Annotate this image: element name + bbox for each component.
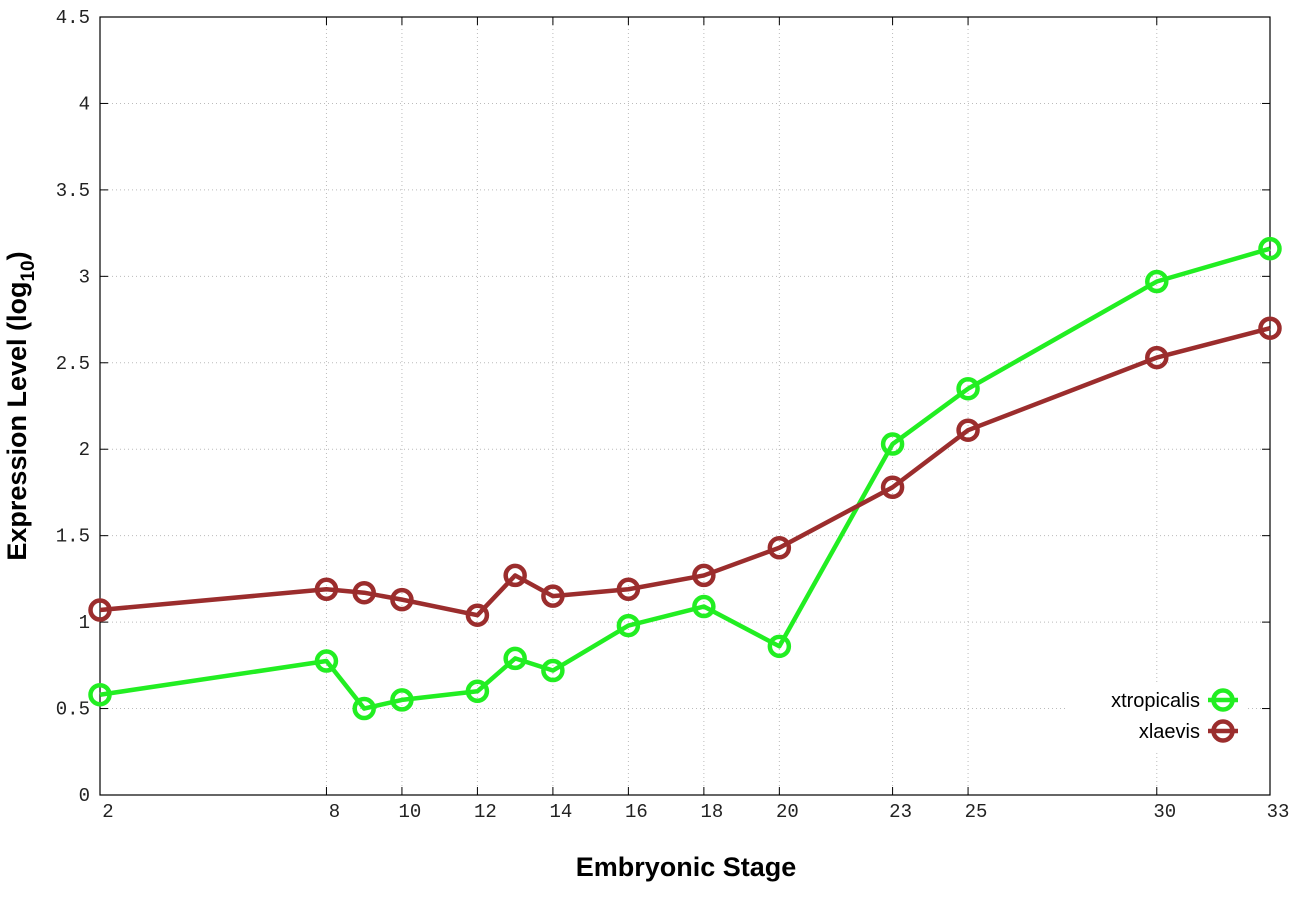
x-tick-label: 30	[1153, 801, 1176, 823]
y-axis-label-sub: 10	[18, 260, 39, 281]
y-tick-label: 1.5	[56, 526, 90, 548]
x-tick-label: 23	[889, 801, 912, 823]
point-marker	[541, 584, 565, 608]
legend-label: xtropicalis	[1111, 690, 1200, 712]
point-marker	[314, 577, 339, 602]
point-marker	[956, 376, 980, 401]
point-marker	[390, 587, 414, 612]
x-tick-label: 8	[329, 801, 340, 823]
x-tick-label: 20	[776, 801, 799, 823]
legend: xtropicalis xlaevis	[1067, 682, 1245, 750]
x-tick-label: 25	[965, 801, 988, 823]
point-marker	[541, 658, 565, 683]
x-axis-label: Embryonic Stage	[576, 852, 797, 882]
y-axis-label-main: Expression Level (log	[2, 282, 32, 561]
point-marker	[314, 649, 339, 673]
legend-swatch-marker	[1211, 688, 1235, 712]
y-tick-label: 0.5	[56, 699, 90, 721]
point-marker	[352, 580, 376, 605]
point-marker	[616, 613, 641, 638]
x-tick-label: 33	[1267, 801, 1290, 823]
x-tick-label: 10	[399, 801, 422, 823]
point-marker	[465, 679, 490, 704]
point-marker	[390, 688, 414, 712]
point-marker	[956, 418, 980, 442]
point-marker	[880, 432, 905, 456]
point-marker	[88, 598, 112, 622]
y-tick-label: 1	[79, 612, 90, 634]
x-tick-label: 14	[549, 801, 572, 823]
y-tick-label: 4	[79, 93, 90, 115]
point-marker	[503, 563, 527, 588]
point-marker	[1145, 345, 1169, 370]
x-tick-label: 18	[700, 801, 723, 823]
x-tick-label: 2	[102, 801, 113, 823]
y-axis-label: Expression Level (log10)	[2, 251, 39, 560]
y-tick-label: 2.5	[56, 353, 90, 375]
point-marker	[1258, 316, 1282, 340]
x-tick-label: 16	[625, 801, 648, 823]
point-marker	[1258, 236, 1282, 261]
legend-label: xlaevis	[1139, 721, 1200, 743]
x-tick-label: 12	[474, 801, 497, 823]
point-marker	[692, 563, 716, 588]
series-line	[99, 326, 1271, 618]
point-marker	[1145, 269, 1169, 294]
point-marker	[880, 475, 905, 500]
point-marker	[616, 577, 641, 602]
y-tick-label: 4.5	[56, 7, 90, 29]
point-marker	[767, 536, 792, 560]
y-tick-label: 2	[79, 439, 90, 461]
point-marker	[88, 682, 112, 707]
point-marker	[767, 634, 792, 659]
y-tick-label: 0	[79, 785, 90, 807]
legend-swatch-marker	[1211, 719, 1235, 743]
plot-frame	[99, 16, 1271, 796]
point-marker	[352, 696, 376, 721]
point-marker	[465, 603, 490, 627]
y-axis-label-end: )	[2, 251, 32, 260]
y-tick-label: 3.5	[56, 180, 90, 202]
point-marker	[692, 594, 716, 619]
series-line	[99, 246, 1271, 711]
y-tick-label: 3	[79, 266, 90, 288]
point-marker	[503, 646, 527, 671]
